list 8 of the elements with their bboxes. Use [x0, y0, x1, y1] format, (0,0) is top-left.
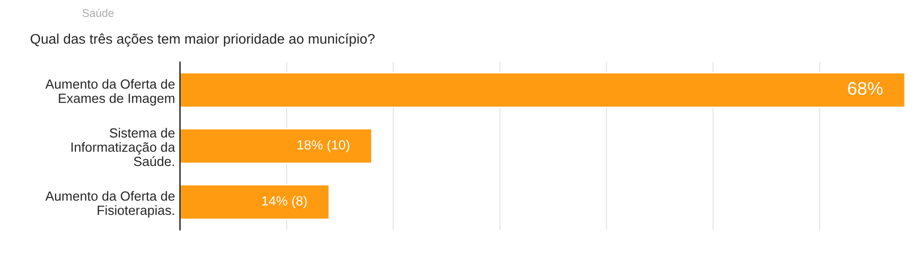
text: Saúde	[82, 8, 114, 17]
data-label: 18% (10)	[298, 140, 350, 152]
y-tick-label: Aumento da Oferta de Fisioterapias.	[45, 191, 175, 218]
data-label: 14% (8)	[262, 196, 307, 208]
y-tick-label: Sistema de Informatização da Saúde.	[71, 128, 176, 166]
chart-title: Qual das três ações tem maior prioridade ao município?	[30, 33, 375, 47]
y-tick-label: Aumento da Oferta de Exames de Imagem	[45, 79, 175, 106]
data-label: 68%	[848, 82, 883, 95]
